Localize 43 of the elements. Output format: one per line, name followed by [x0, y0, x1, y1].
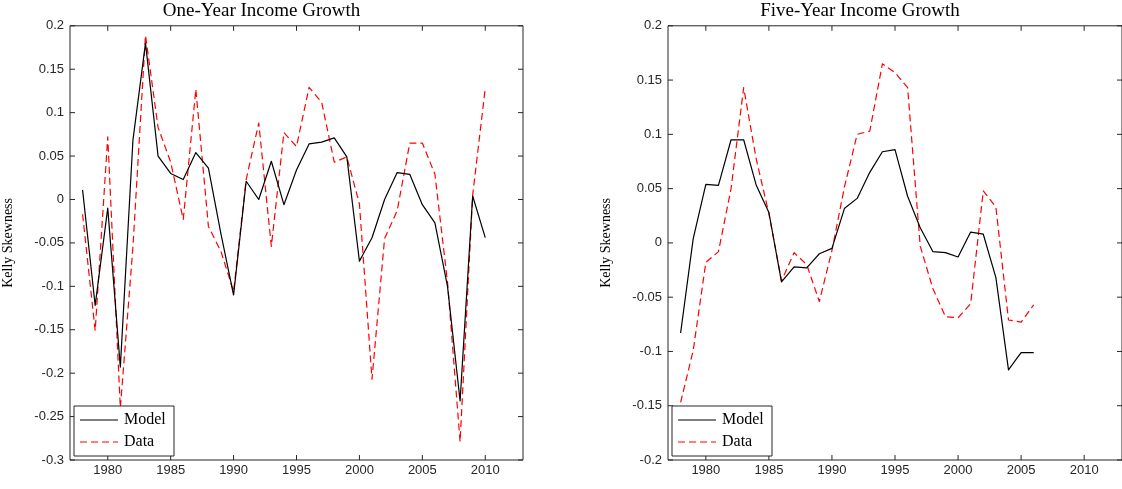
- y-tick-label: 0.2: [643, 17, 662, 33]
- x-tick-label: 1980: [93, 462, 123, 478]
- x-tick-label: 1985: [754, 462, 784, 478]
- line-series: [680, 63, 1035, 404]
- y-tick-label: -0.2: [41, 364, 64, 380]
- x-tick-label: 2000: [344, 462, 374, 478]
- y-tick-label: -0.1: [639, 343, 662, 359]
- y-tick-label: 0.1: [643, 125, 662, 141]
- y-tick-label: -0.3: [41, 451, 64, 467]
- x-tick-label: 1995: [880, 462, 910, 478]
- chart-title: One-Year Income Growth: [162, 0, 361, 21]
- y-tick-label: -0.1: [41, 277, 64, 293]
- y-axis-title: Kelly Skewness: [0, 197, 16, 288]
- x-tick-label: 1980: [691, 462, 721, 478]
- legend-label: Data: [124, 432, 155, 450]
- y-tick-label: -0.15: [632, 397, 662, 413]
- y-tick-label: 0.05: [636, 180, 662, 196]
- y-tick-label: 0.05: [38, 147, 64, 163]
- chart-title: Five-Year Income Growth: [760, 0, 961, 21]
- x-tick-label: 1990: [817, 462, 847, 478]
- y-tick-label: 0.1: [45, 104, 64, 120]
- y-tick-label: -0.05: [632, 288, 662, 304]
- x-tick-label: 2010: [1069, 462, 1099, 478]
- y-tick-label: -0.15: [34, 321, 64, 337]
- y-tick-label: -0.25: [34, 408, 64, 424]
- y-tick-label: 0: [56, 191, 64, 207]
- y-tick-label: 0: [654, 234, 662, 250]
- y-tick-label: 0.15: [38, 60, 64, 76]
- x-tick-label: 1995: [282, 462, 311, 478]
- x-tick-label: 2010: [470, 462, 500, 478]
- y-tick-label: -0.05: [34, 234, 64, 250]
- x-tick-label: 2005: [407, 462, 437, 478]
- y-tick-label: 0.15: [636, 71, 662, 87]
- y-axis-title: Kelly Skewness: [598, 197, 614, 288]
- legend-label: Data: [722, 432, 753, 450]
- legend-label: Model: [124, 410, 167, 428]
- y-tick-label: -0.2: [639, 451, 662, 467]
- x-tick-label: 1985: [156, 462, 186, 478]
- legend-label: Model: [722, 410, 765, 428]
- y-tick-label: 0.2: [45, 17, 64, 33]
- x-tick-label: 2005: [1006, 462, 1036, 478]
- x-tick-label: 1990: [219, 462, 249, 478]
- x-tick-label: 2000: [943, 462, 973, 478]
